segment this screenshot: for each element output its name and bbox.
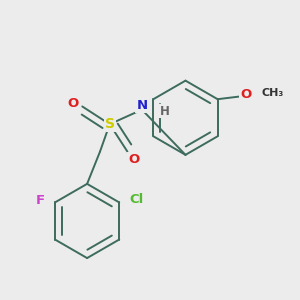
Text: Cl: Cl <box>130 193 144 206</box>
Text: S: S <box>105 117 115 131</box>
Text: CH₃: CH₃ <box>262 88 284 98</box>
Text: O: O <box>240 88 251 101</box>
Text: H: H <box>160 105 170 118</box>
Text: O: O <box>67 97 78 110</box>
Text: O: O <box>128 153 140 166</box>
Text: N: N <box>136 99 148 112</box>
Text: F: F <box>36 194 45 207</box>
